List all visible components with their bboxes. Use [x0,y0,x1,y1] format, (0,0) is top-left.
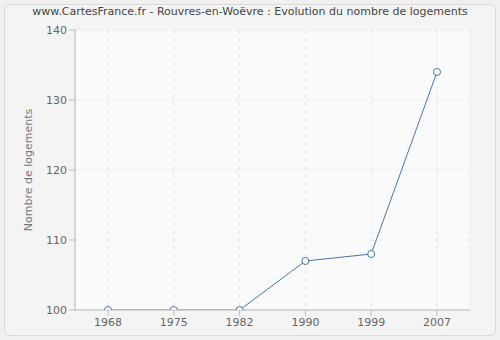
svg-text:140: 140 [46,24,67,37]
svg-text:120: 120 [46,164,67,177]
svg-text:1982: 1982 [226,316,254,329]
svg-text:Nombre de logements: Nombre de logements [22,108,35,231]
svg-text:1975: 1975 [160,316,188,329]
svg-text:1999: 1999 [357,316,385,329]
svg-text:130: 130 [46,94,67,107]
svg-text:1990: 1990 [291,316,319,329]
svg-text:100: 100 [46,304,67,317]
svg-text:1968: 1968 [94,316,122,329]
html-text:www.CartesFrance.fr - Rouvres-: www.CartesFrance.fr - Rouvres-en-Woëvre … [32,5,468,18]
svg-text:2007: 2007 [423,316,451,329]
svg-text:110: 110 [46,234,67,247]
